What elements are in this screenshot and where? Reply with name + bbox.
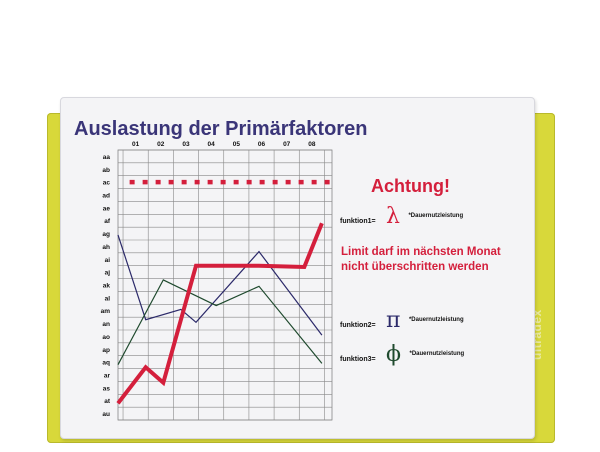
x-tick-label: 01 (132, 141, 140, 148)
plot-frame (117, 149, 333, 421)
grid (117, 149, 333, 421)
y-tick-label: al (105, 295, 111, 302)
x-tick-label: 03 (182, 141, 190, 148)
y-tick-label: ar (104, 373, 111, 380)
pi-symbol-icon: π (386, 308, 401, 333)
function-3: funktion3= ϕ *Dauernutzleistung (340, 344, 464, 366)
x-tick-label: 08 (308, 141, 316, 148)
y-tick-label: ac (103, 180, 111, 187)
x-tick-label: 07 (283, 141, 291, 148)
y-tick-label: as (103, 385, 111, 392)
function-3-note: *Dauernutzleistung (409, 351, 465, 357)
x-tick-label: 06 (258, 141, 266, 148)
chart-title: Auslastung der Primärfaktoren (74, 118, 367, 140)
warning-line-1: Limit darf im nächsten Monat (341, 246, 501, 258)
y-tick-label: at (104, 398, 111, 405)
function-2-label: funktion2= (340, 322, 376, 329)
y-tick-label: au (102, 411, 110, 418)
warning-text: Limit darf im nächsten Monat nicht übers… (341, 245, 501, 275)
function-1: funktion1= λ *Dauernutzleistung (340, 206, 463, 228)
phi-symbol-icon: ϕ (386, 342, 402, 367)
function-2: funktion2= π *Dauernutzleistung (340, 310, 464, 332)
warning-title: Achtung! (371, 176, 450, 196)
series-line-1 (117, 234, 323, 336)
y-tick-label: an (102, 321, 110, 328)
y-tick-label: ad (102, 193, 110, 200)
y-tick-label: ak (103, 283, 111, 290)
y-tick-label: am (101, 308, 111, 315)
warning-line-2: nicht überschritten werden (341, 261, 489, 273)
y-tick-label: aq (102, 360, 110, 367)
y-tick-labels: aa ab ac ad ae af ag ah ai aj ak al am an ao ap aq ar as at… (101, 154, 111, 418)
function-1-note: *Dauernutzleistung (408, 213, 464, 219)
series-lines (116, 222, 324, 405)
y-tick-label: ap (102, 347, 110, 354)
y-tick-label: ah (102, 244, 110, 251)
function-1-label: funktion1= (340, 218, 376, 225)
y-tick-label: ae (103, 205, 111, 212)
y-tick-label: af (104, 218, 111, 225)
y-tick-label: ao (102, 334, 110, 341)
x-tick-label: 04 (208, 141, 216, 148)
y-tick-label: aj (105, 270, 111, 277)
lambda-symbol-icon: λ (386, 204, 400, 229)
x-tick-label: 05 (233, 141, 241, 148)
series-line-3 (116, 222, 324, 405)
y-tick-label: ab (102, 167, 110, 174)
function-3-label: funktion3= (340, 356, 376, 363)
x-tick-label: 02 (157, 141, 165, 148)
series-line-2 (117, 279, 323, 365)
x-tick-labels: 01 02 03 04 05 06 07 08 (132, 141, 316, 148)
y-tick-label: aa (103, 154, 111, 161)
y-tick-label: ai (105, 257, 111, 264)
function-2-note: *Dauernutzleistung (408, 317, 464, 323)
y-tick-label: ag (102, 231, 110, 238)
